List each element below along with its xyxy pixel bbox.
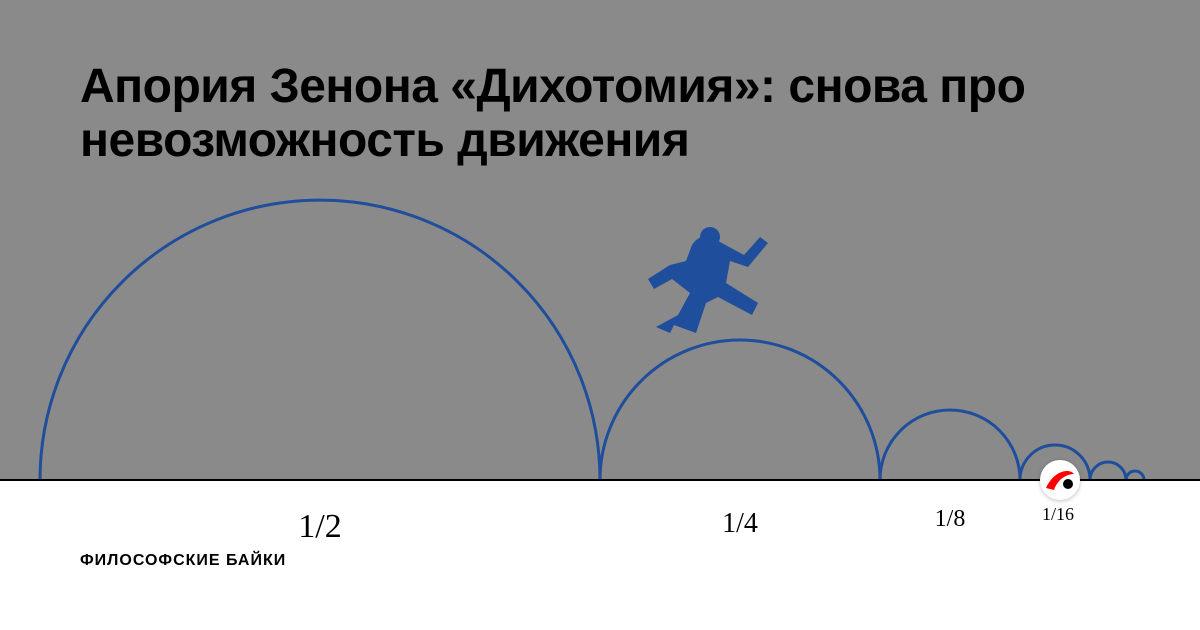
source-label: ФИЛОСОФСКИЕ БАЙКИ	[80, 552, 286, 570]
article-card: 1/21/41/81/16 Апория Зенона «Дихотомия»:…	[0, 0, 1200, 630]
article-title: Апория Зенона «Дихотомия»: снова про нев…	[80, 60, 1120, 168]
zen-badge-icon	[1040, 460, 1080, 500]
